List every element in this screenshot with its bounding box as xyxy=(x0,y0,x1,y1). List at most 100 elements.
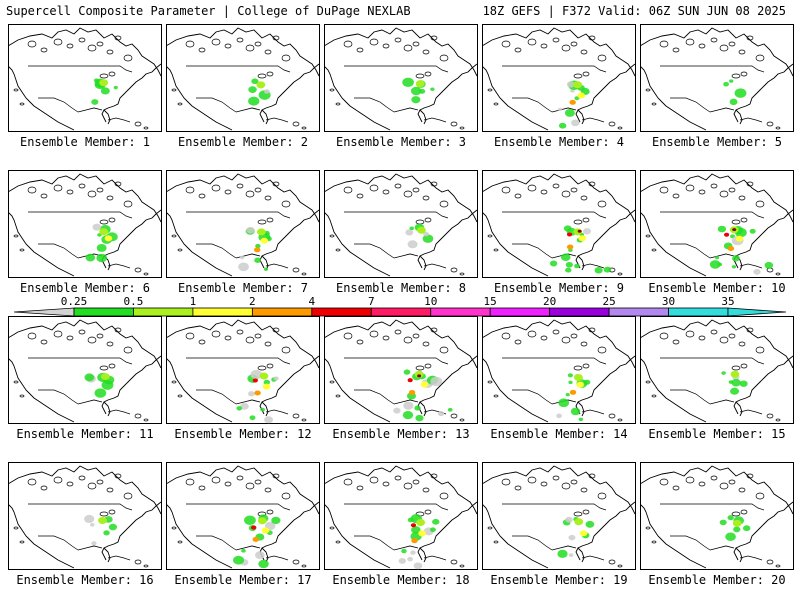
ensemble-member-panel: Ensemble Member: 10 xyxy=(640,170,794,300)
arctic-island xyxy=(335,102,341,106)
scp-shading xyxy=(251,78,259,85)
scp-shading xyxy=(717,225,727,233)
arctic-island xyxy=(53,476,63,484)
arctic-island xyxy=(493,248,499,252)
ensemble-member-label: Ensemble Member: 4 xyxy=(493,135,625,149)
map-frame xyxy=(8,170,162,278)
scp-shading xyxy=(574,263,580,269)
scp-shading xyxy=(583,379,591,385)
north-america-map xyxy=(640,462,794,570)
scp-shading xyxy=(113,85,118,90)
arctic-island xyxy=(96,41,104,47)
us-canada-border xyxy=(660,65,765,73)
colorbar-segment xyxy=(668,307,729,317)
ensemble-member-panel: Ensemble Member: 20 xyxy=(640,462,794,592)
arctic-island xyxy=(301,272,307,276)
arctic-island xyxy=(514,193,522,199)
arctic-island xyxy=(561,482,571,490)
scp-shading xyxy=(415,414,424,422)
great-lakes xyxy=(424,509,432,515)
scp-shading xyxy=(557,549,568,558)
model-valid-time: 18Z GEFS | F372 Valid: 06Z SUN JUN 08 20… xyxy=(482,4,786,18)
arctic-island xyxy=(728,187,736,193)
colorbar-segment xyxy=(251,307,313,317)
arctic-island xyxy=(659,186,669,194)
arctic-island xyxy=(698,189,706,195)
scp-shading-high xyxy=(420,381,429,388)
arctic-island xyxy=(106,49,114,55)
us-mexico-border xyxy=(512,535,553,551)
arctic-island xyxy=(422,195,430,201)
arctic-island xyxy=(272,327,280,333)
arctic-island xyxy=(766,413,774,419)
arctic-island xyxy=(588,473,596,479)
us-canada-border xyxy=(344,65,449,73)
arctic-coastline xyxy=(640,465,794,515)
arctic-island xyxy=(540,189,548,195)
caribbean-islands xyxy=(739,263,763,269)
arctic-island xyxy=(422,341,430,347)
scp-shading xyxy=(558,398,570,408)
scp-shading xyxy=(273,376,279,381)
scp-shading xyxy=(594,267,603,274)
scp-shading xyxy=(753,268,761,275)
florida-coastline xyxy=(261,109,269,125)
scp-shading xyxy=(393,407,401,414)
arctic-island xyxy=(177,394,183,398)
arctic-island xyxy=(617,418,623,422)
great-lakes xyxy=(257,219,267,225)
arctic-island xyxy=(561,336,571,344)
scp-shading xyxy=(578,417,584,422)
arctic-island xyxy=(698,335,706,341)
arctic-island xyxy=(143,126,149,130)
west-coastline xyxy=(482,357,549,423)
arctic-island xyxy=(394,183,402,189)
caribbean-islands xyxy=(581,409,605,415)
arctic-island xyxy=(710,329,718,335)
arctic-island xyxy=(382,481,390,487)
scp-shading-high xyxy=(416,518,426,526)
arctic-coastline xyxy=(640,27,794,77)
scp-shading xyxy=(567,373,573,378)
us-mexico-border xyxy=(38,389,79,405)
scp-shading xyxy=(430,527,436,533)
arctic-island xyxy=(527,38,537,46)
scp-shading xyxy=(233,555,245,565)
scp-shading xyxy=(734,88,747,98)
east-coastline xyxy=(417,63,478,123)
us-canada-border xyxy=(28,503,133,511)
scp-shading-high xyxy=(415,80,425,88)
arctic-coastline xyxy=(8,27,162,77)
us-mexico-border xyxy=(196,535,237,551)
arctic-island xyxy=(645,88,651,92)
colorbar-tick-label: 0.5 xyxy=(124,295,144,308)
gulf-coastline xyxy=(551,107,577,113)
great-lakes xyxy=(266,217,274,223)
arctic-island xyxy=(412,333,420,339)
arctic-island xyxy=(123,200,133,208)
arctic-coastline xyxy=(324,465,478,515)
ensemble-member-panel: Ensemble Member: 3 xyxy=(324,24,478,154)
arctic-island xyxy=(608,413,616,419)
scp-shading xyxy=(563,225,572,232)
ensemble-member-label: Ensemble Member: 18 xyxy=(332,573,470,587)
scp-shading xyxy=(260,407,265,412)
ensemble-member-panel: Ensemble Member: 19 xyxy=(482,462,636,592)
gulf-coastline xyxy=(77,107,103,113)
arctic-island xyxy=(329,234,335,238)
arctic-island xyxy=(487,234,493,238)
arctic-island xyxy=(301,126,307,130)
ensemble-member-panel: Ensemble Member: 17 xyxy=(166,462,320,592)
arctic-island xyxy=(356,339,364,345)
east-coastline xyxy=(259,355,320,415)
arctic-island xyxy=(78,475,86,481)
scp-shading-high xyxy=(260,237,269,244)
map-frame xyxy=(640,24,794,132)
scp-shading xyxy=(739,380,748,387)
arctic-island xyxy=(755,200,765,208)
scp-shading xyxy=(403,369,411,375)
us-mexico-border xyxy=(512,243,553,259)
arctic-island xyxy=(501,478,511,486)
arctic-island xyxy=(343,478,353,486)
scp-shading-high xyxy=(727,246,735,252)
